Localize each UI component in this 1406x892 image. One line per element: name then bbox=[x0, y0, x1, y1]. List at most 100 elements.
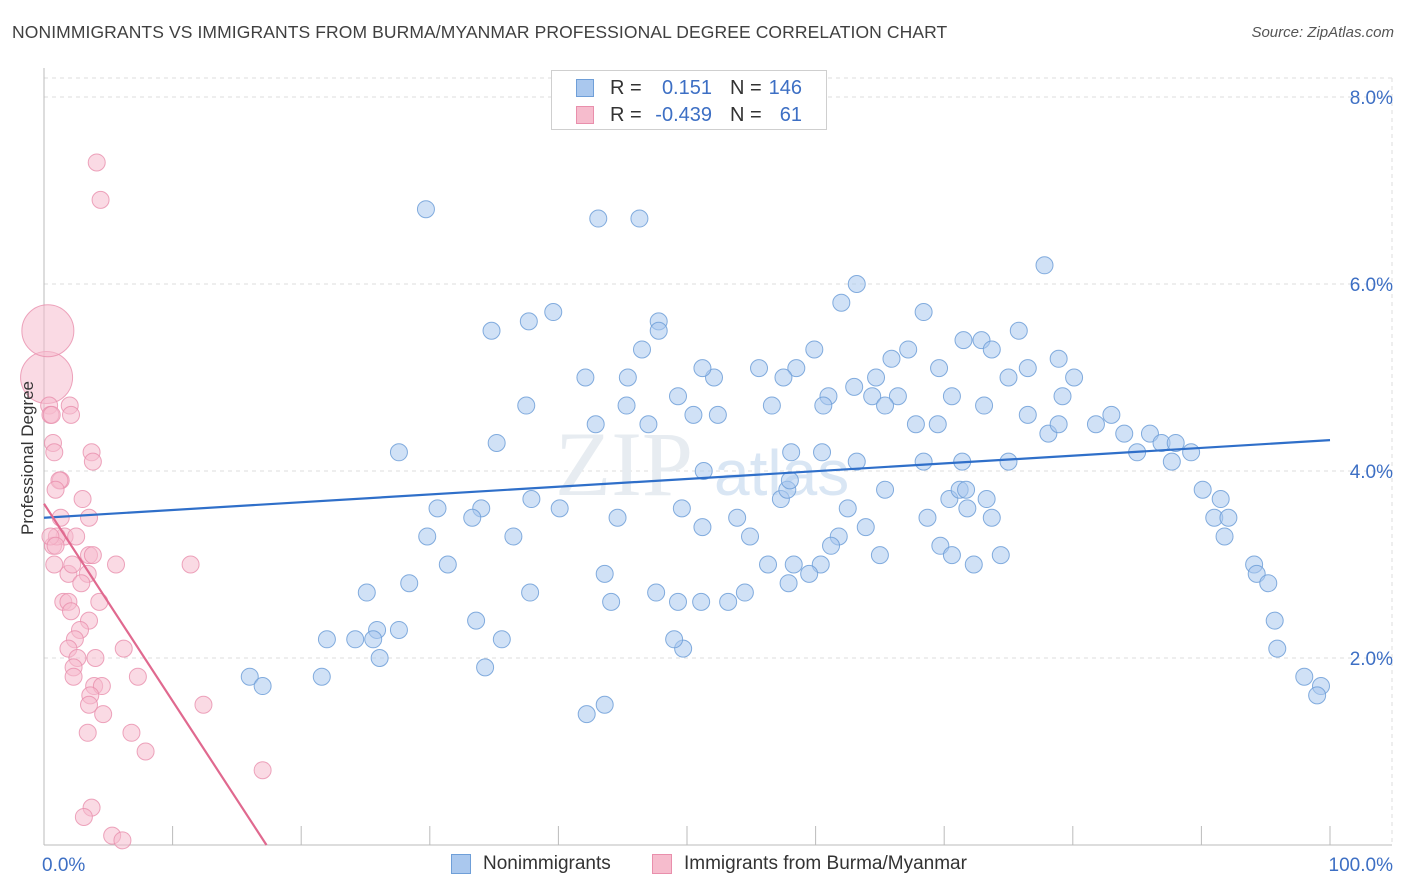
data-point-nonimmigrants bbox=[782, 443, 801, 462]
legend-row-immigrants: R = -0.439 N = 61 bbox=[552, 102, 826, 128]
data-point-nonimmigrants bbox=[519, 312, 538, 331]
data-point-nonimmigrants bbox=[1193, 480, 1212, 499]
data-point-nonimmigrants bbox=[522, 490, 541, 509]
data-point-nonimmigrants bbox=[595, 564, 614, 583]
data-point-immigrants bbox=[253, 761, 272, 780]
data-point-nonimmigrants bbox=[708, 405, 727, 424]
data-point-nonimmigrants bbox=[649, 321, 668, 340]
data-point-immigrants bbox=[62, 602, 81, 621]
data-point-nonimmigrants bbox=[1265, 611, 1284, 630]
data-point-nonimmigrants bbox=[487, 433, 506, 452]
data-point-nonimmigrants bbox=[876, 396, 895, 415]
legend-n-value: 146 bbox=[768, 77, 802, 99]
data-point-nonimmigrants bbox=[774, 368, 793, 387]
data-point-nonimmigrants bbox=[550, 499, 569, 518]
data-point-nonimmigrants bbox=[928, 415, 947, 434]
data-point-nonimmigrants bbox=[1166, 433, 1185, 452]
data-point-nonimmigrants bbox=[1162, 452, 1181, 471]
immigrants-series bbox=[20, 153, 272, 850]
data-point-immigrants bbox=[46, 536, 65, 555]
data-point-nonimmigrants bbox=[1215, 527, 1234, 546]
data-point-nonimmigrants bbox=[1065, 368, 1084, 387]
data-point-nonimmigrants bbox=[787, 359, 806, 378]
data-point-nonimmigrants bbox=[312, 667, 331, 686]
data-point-nonimmigrants bbox=[463, 508, 482, 527]
data-point-nonimmigrants bbox=[958, 499, 977, 518]
data-point-nonimmigrants bbox=[762, 396, 781, 415]
chart-title: NONIMMIGRANTS VS IMMIGRANTS FROM BURMA/M… bbox=[12, 22, 948, 42]
data-point-nonimmigrants bbox=[400, 574, 419, 593]
data-point-nonimmigrants bbox=[1018, 359, 1037, 378]
data-point-nonimmigrants bbox=[918, 508, 937, 527]
data-point-nonimmigrants bbox=[822, 536, 841, 555]
data-point-nonimmigrants bbox=[438, 555, 457, 574]
y-tick-label: 8.0% bbox=[1350, 88, 1393, 109]
data-point-nonimmigrants bbox=[1211, 490, 1230, 509]
y-tick-label: 4.0% bbox=[1350, 462, 1393, 483]
data-point-nonimmigrants bbox=[665, 630, 684, 649]
legend-swatch-blue bbox=[451, 854, 471, 874]
data-point-nonimmigrants bbox=[668, 592, 687, 611]
data-point-nonimmigrants bbox=[608, 508, 627, 527]
data-point-immigrants bbox=[91, 190, 110, 209]
data-point-nonimmigrants bbox=[847, 452, 866, 471]
data-point-nonimmigrants bbox=[694, 462, 713, 480]
data-point-nonimmigrants bbox=[317, 630, 336, 649]
data-point-nonimmigrants bbox=[856, 518, 875, 537]
data-point-nonimmigrants bbox=[942, 546, 961, 565]
series-legend: Nonimmigrants Immigrants from Burma/Myan… bbox=[0, 852, 1406, 878]
data-point-nonimmigrants bbox=[964, 555, 983, 574]
data-point-nonimmigrants bbox=[977, 490, 996, 509]
data-point-immigrants bbox=[21, 304, 75, 358]
data-point-nonimmigrants bbox=[845, 377, 864, 396]
data-point-nonimmigrants bbox=[741, 527, 760, 546]
data-point-immigrants bbox=[181, 555, 200, 574]
data-point-nonimmigrants bbox=[253, 677, 272, 696]
data-point-nonimmigrants bbox=[1308, 686, 1327, 705]
data-point-nonimmigrants bbox=[517, 396, 536, 415]
data-point-nonimmigrants bbox=[954, 331, 973, 350]
nonimmigrants-series bbox=[240, 106, 1330, 724]
x-tick-label: 100.0% bbox=[1329, 855, 1394, 876]
data-point-nonimmigrants bbox=[693, 518, 712, 537]
data-point-nonimmigrants bbox=[870, 546, 889, 565]
data-point-nonimmigrants bbox=[693, 359, 712, 378]
data-point-nonimmigrants bbox=[240, 667, 259, 686]
data-point-nonimmigrants bbox=[1049, 349, 1068, 368]
data-point-immigrants bbox=[46, 480, 65, 499]
data-point-nonimmigrants bbox=[668, 387, 687, 406]
data-point-immigrants bbox=[113, 831, 132, 850]
data-point-nonimmigrants bbox=[805, 340, 824, 359]
data-point-nonimmigrants bbox=[1259, 574, 1278, 593]
data-point-nonimmigrants bbox=[999, 452, 1018, 471]
data-point-immigrants bbox=[83, 546, 102, 565]
data-point-nonimmigrants bbox=[882, 349, 901, 368]
data-point-nonimmigrants bbox=[504, 527, 523, 546]
data-point-nonimmigrants bbox=[672, 499, 691, 518]
data-point-immigrants bbox=[83, 452, 102, 471]
data-point-immigrants bbox=[80, 695, 99, 714]
data-point-nonimmigrants bbox=[914, 452, 933, 471]
data-point-nonimmigrants bbox=[602, 592, 621, 611]
data-point-nonimmigrants bbox=[957, 480, 976, 499]
data-point-immigrants bbox=[80, 508, 99, 527]
data-point-nonimmigrants bbox=[389, 620, 408, 639]
data-point-immigrants bbox=[67, 527, 86, 546]
y-tick-label: 2.0% bbox=[1350, 649, 1393, 670]
data-point-nonimmigrants bbox=[418, 527, 437, 546]
data-point-immigrants bbox=[45, 443, 64, 462]
data-point-nonimmigrants bbox=[899, 340, 918, 359]
x-tick-label: 0.0% bbox=[42, 855, 85, 876]
data-point-nonimmigrants bbox=[617, 396, 636, 415]
data-point-nonimmigrants bbox=[728, 508, 747, 527]
data-point-nonimmigrants bbox=[586, 415, 605, 434]
data-point-nonimmigrants bbox=[813, 443, 832, 462]
data-point-nonimmigrants bbox=[906, 415, 925, 434]
legend-r-value: -0.439 bbox=[655, 104, 712, 126]
data-point-nonimmigrants bbox=[1268, 639, 1287, 658]
data-point-nonimmigrants bbox=[467, 611, 486, 630]
data-point-immigrants bbox=[107, 555, 126, 574]
legend-n-label: N = bbox=[730, 104, 762, 126]
legend-label: Nonimmigrants bbox=[483, 853, 611, 874]
